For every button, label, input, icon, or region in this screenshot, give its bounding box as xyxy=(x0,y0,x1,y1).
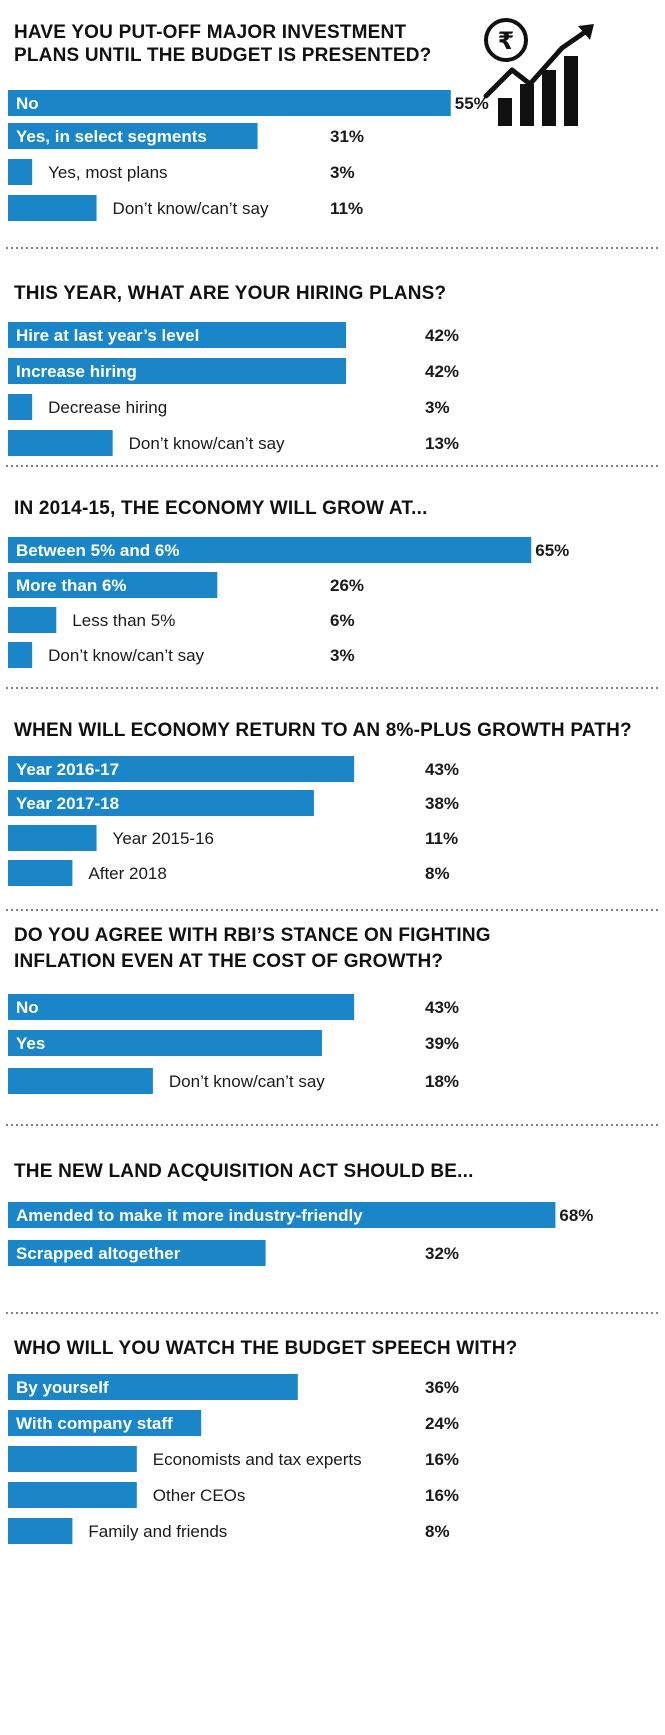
category-label: Year 2016-17 xyxy=(16,760,119,779)
bar xyxy=(8,358,347,384)
value-label: 16% xyxy=(425,1486,459,1505)
bar xyxy=(8,90,451,116)
category-label: Less than 5% xyxy=(72,611,175,630)
value-label: 38% xyxy=(425,794,459,813)
category-label: Between 5% and 6% xyxy=(16,541,179,560)
category-label: No xyxy=(16,94,39,113)
category-label: By yourself xyxy=(16,1378,109,1397)
rupee-symbol: ₹ xyxy=(498,27,515,55)
category-label: Other CEOs xyxy=(153,1486,246,1505)
category-label: Year 2017-18 xyxy=(16,794,119,813)
bar xyxy=(8,756,355,782)
bar xyxy=(8,825,97,851)
bar xyxy=(8,430,113,456)
value-label: 32% xyxy=(425,1244,459,1263)
category-label: Don’t know/can’t say xyxy=(129,434,285,453)
category-label: Scrapped altogether xyxy=(16,1244,181,1263)
bar xyxy=(8,1374,298,1400)
chart-section-1: HAVE YOU PUT-OFF MAJOR INVESTMENT PLANS U… xyxy=(8,22,489,221)
value-label: 65% xyxy=(535,541,569,560)
value-label: 43% xyxy=(425,998,459,1017)
category-label: More than 6% xyxy=(16,576,127,595)
value-label: 8% xyxy=(425,1522,450,1541)
category-label: Year 2015-16 xyxy=(113,829,214,848)
chart-section-7: WHO WILL YOU WATCH THE BUDGET SPEECH WIT… xyxy=(8,1338,517,1544)
value-label: 26% xyxy=(330,576,364,595)
chart-section-4: WHEN WILL ECONOMY RETURN TO AN 8%-PLUS G… xyxy=(8,720,632,886)
bar xyxy=(8,1482,137,1508)
chart-title: DO YOU AGREE WITH RBI’S STANCE ON FIGHTI… xyxy=(14,925,491,972)
value-label: 11% xyxy=(425,829,458,848)
chart-title: IN 2014-15, THE ECONOMY WILL GROW AT... xyxy=(14,498,428,519)
bar xyxy=(8,642,33,668)
category-label: Don’t know/can’t say xyxy=(113,199,269,218)
value-label: 36% xyxy=(425,1378,459,1397)
value-label: 8% xyxy=(425,864,450,883)
value-label: 42% xyxy=(425,362,459,381)
chart-title: WHEN WILL ECONOMY RETURN TO AN 8%-PLUS G… xyxy=(14,720,632,741)
category-label: With company staff xyxy=(16,1414,173,1433)
value-label: 24% xyxy=(425,1414,459,1433)
bar xyxy=(8,1446,137,1472)
category-label: Yes xyxy=(16,1034,45,1053)
bar xyxy=(8,1202,556,1228)
category-label: Amended to make it more industry-friendl… xyxy=(16,1206,363,1225)
bar xyxy=(8,572,218,598)
value-label: 6% xyxy=(330,611,355,630)
bar xyxy=(8,195,97,221)
category-label: Yes, in select segments xyxy=(16,127,207,146)
category-label: Family and friends xyxy=(88,1522,227,1541)
chart-section-6: THE NEW LAND ACQUISITION ACT SHOULD BE..… xyxy=(8,1161,593,1266)
bar xyxy=(8,790,314,816)
value-label: 16% xyxy=(425,1450,459,1469)
bar xyxy=(8,1030,322,1056)
chart-title: THE NEW LAND ACQUISITION ACT SHOULD BE..… xyxy=(14,1161,474,1182)
bar xyxy=(8,1068,153,1094)
value-label: 42% xyxy=(425,326,459,345)
bar xyxy=(8,994,355,1020)
chart-title: THIS YEAR, WHAT ARE YOUR HIRING PLANS? xyxy=(14,283,446,304)
rupee-growth-chart-icon: ₹ xyxy=(483,18,594,126)
bar xyxy=(8,1240,266,1266)
value-label: 11% xyxy=(330,199,363,218)
value-label: 3% xyxy=(330,163,355,182)
bar xyxy=(8,1518,73,1544)
category-label: Don’t know/can’t say xyxy=(48,646,204,665)
chart-title: HAVE YOU PUT-OFF MAJOR INVESTMENT PLANS U… xyxy=(14,22,432,66)
bar xyxy=(8,394,33,420)
category-label: Don’t know/can’t say xyxy=(169,1072,325,1091)
value-label: 3% xyxy=(425,398,450,417)
bar xyxy=(8,159,33,185)
chart-section-2: THIS YEAR, WHAT ARE YOUR HIRING PLANS? Hi… xyxy=(8,283,459,456)
value-label: 13% xyxy=(425,434,459,453)
chart-section-5: DO YOU AGREE WITH RBI’S STANCE ON FIGHTI… xyxy=(8,925,491,1094)
bar xyxy=(8,860,73,886)
category-label: No xyxy=(16,998,39,1017)
category-label: Economists and tax experts xyxy=(153,1450,362,1469)
value-label: 68% xyxy=(559,1206,593,1225)
chart-section-3: IN 2014-15, THE ECONOMY WILL GROW AT... B… xyxy=(8,498,569,668)
value-label: 31% xyxy=(330,127,364,146)
value-label: 39% xyxy=(425,1034,459,1053)
bar xyxy=(8,1410,202,1436)
value-label: 3% xyxy=(330,646,355,665)
value-label: 18% xyxy=(425,1072,459,1091)
value-label: 43% xyxy=(425,760,459,779)
value-label: 55% xyxy=(455,94,489,113)
category-label: After 2018 xyxy=(88,864,166,883)
category-label: Increase hiring xyxy=(16,362,137,381)
category-label: Yes, most plans xyxy=(48,163,167,182)
bar xyxy=(8,322,347,348)
bar xyxy=(8,537,532,563)
bar xyxy=(8,607,57,633)
chart-title: WHO WILL YOU WATCH THE BUDGET SPEECH WIT… xyxy=(14,1338,517,1359)
category-label: Hire at last year’s level xyxy=(16,326,199,345)
bar xyxy=(8,123,258,149)
category-label: Decrease hiring xyxy=(48,398,167,417)
